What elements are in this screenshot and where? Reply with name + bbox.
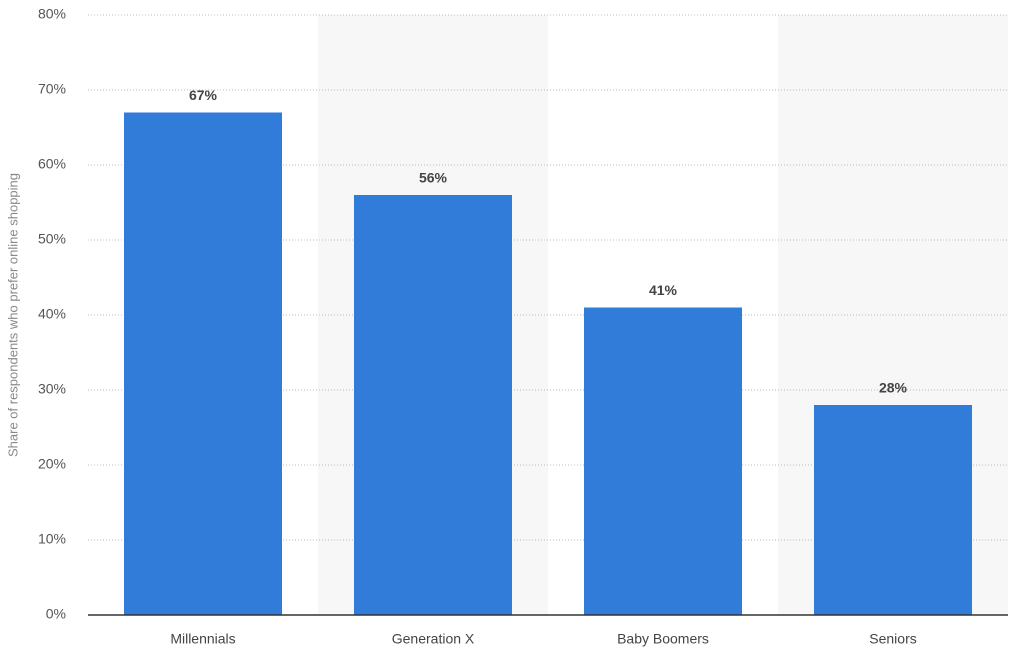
y-tick-label: 60% (38, 156, 66, 172)
x-tick-label: Baby Boomers (617, 631, 709, 647)
y-tick-label: 80% (38, 6, 66, 22)
bar (584, 307, 742, 615)
x-tick-label: Generation X (392, 631, 475, 647)
y-tick-label: 50% (38, 231, 66, 247)
y-tick-label: 0% (46, 606, 66, 622)
y-tick-label: 70% (38, 81, 66, 97)
x-tick-label: Millennials (170, 631, 235, 647)
x-tick-label: Seniors (869, 631, 916, 647)
bar (354, 195, 512, 615)
y-tick-label: 10% (38, 531, 66, 547)
data-label: 41% (649, 282, 678, 298)
data-label: 56% (419, 170, 448, 186)
y-tick-label: 20% (38, 456, 66, 472)
y-tick-label: 40% (38, 306, 66, 322)
y-axis-label: Share of respondents who prefer online s… (5, 173, 20, 457)
y-tick-label: 30% (38, 381, 66, 397)
data-label: 67% (189, 87, 218, 103)
bar (814, 405, 972, 615)
bar (124, 112, 282, 615)
data-label: 28% (879, 380, 908, 396)
